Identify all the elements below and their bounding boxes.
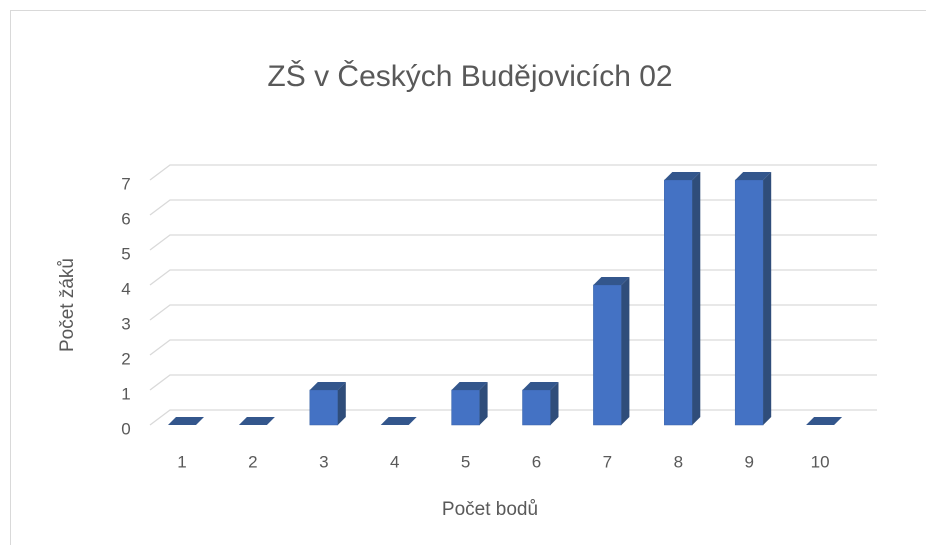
x-tick-label: 4 [390, 452, 399, 471]
x-tick-label: 7 [603, 452, 612, 471]
y-tick-label: 7 [121, 174, 130, 193]
x-tick-label: 8 [674, 452, 683, 471]
y-tick-label: 3 [121, 314, 130, 333]
x-tick-label: 3 [319, 452, 328, 471]
x-tick-label: 10 [811, 452, 830, 471]
x-tick-label: 6 [532, 452, 541, 471]
grid-line [149, 164, 877, 181]
y-tick-label: 1 [121, 384, 130, 403]
grid-line [149, 304, 877, 321]
bar-side [337, 382, 346, 425]
y-tick-label: 5 [121, 244, 130, 263]
chart-title: ZŠ v Českých Budějovicích 02 [267, 59, 672, 93]
bar-top [664, 172, 701, 180]
chart-frame [10, 10, 926, 545]
y-tick-label: 2 [121, 349, 130, 368]
x-tick-label: 9 [744, 452, 753, 471]
bar-front [451, 389, 480, 426]
bar-side [621, 277, 630, 425]
bar-side [692, 172, 701, 425]
bar-side [763, 172, 772, 425]
bar-top [522, 382, 559, 390]
bar-top [309, 382, 346, 390]
bar-front [593, 284, 622, 426]
x-tick-label: 5 [461, 452, 470, 471]
grid-line [149, 409, 877, 426]
bar-top [168, 417, 204, 425]
x-tick-label: 2 [248, 452, 257, 471]
bar-top [451, 382, 488, 390]
bar-front [522, 389, 551, 426]
bar-top [735, 172, 772, 180]
y-tick-label: 6 [121, 209, 130, 228]
bar-front [309, 389, 339, 426]
bar-top [593, 277, 630, 285]
bar-top [806, 417, 843, 425]
bar-front [734, 179, 764, 426]
bar-side [479, 382, 488, 425]
grid-line [149, 234, 877, 251]
bar-top [238, 417, 275, 425]
bar-top [380, 417, 417, 425]
bar-front [664, 179, 693, 426]
x-axis-label: Počet bodů [442, 499, 538, 520]
y-tick-label: 0 [121, 419, 130, 438]
grid-line [149, 269, 877, 286]
grid-line [149, 374, 877, 391]
x-tick-label: 1 [177, 452, 186, 471]
y-tick-label: 4 [121, 279, 130, 298]
bar-side [550, 382, 559, 425]
grid-line [149, 199, 877, 216]
grid-line [149, 339, 877, 356]
y-axis-label: Počet žáků [57, 258, 78, 352]
